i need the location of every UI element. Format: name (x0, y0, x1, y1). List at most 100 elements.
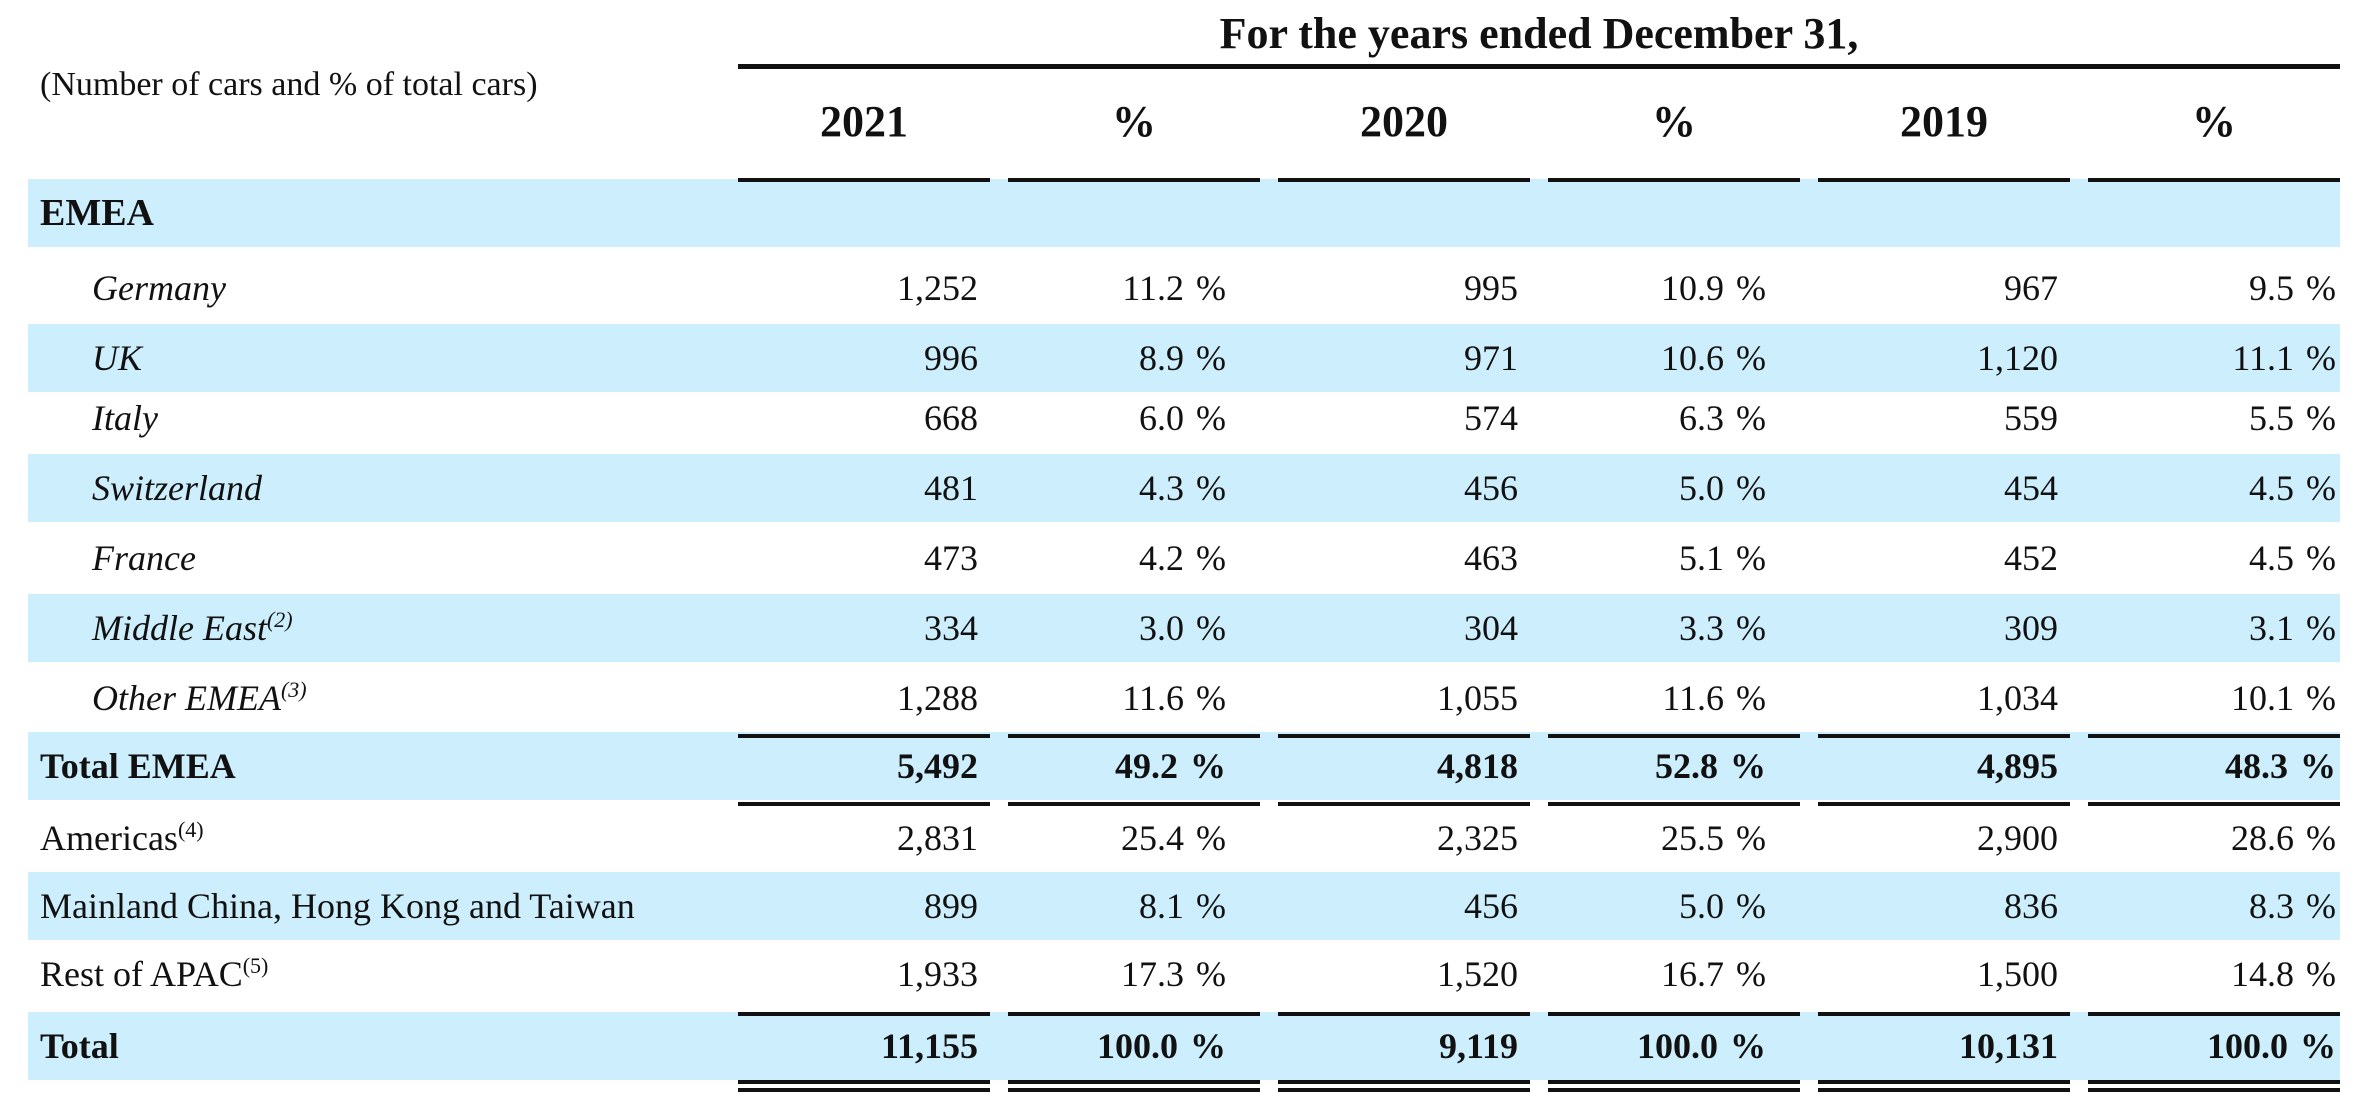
cell-value: 11.6 (1122, 678, 1184, 718)
percent-sign: % (1730, 1026, 1766, 1066)
cell-value: 4,818 (1437, 746, 1518, 786)
cell-value: 4.2 (1139, 538, 1184, 578)
column-header: % (2192, 97, 2236, 146)
column-rule (2088, 802, 2340, 806)
number-cell: 334 (738, 603, 978, 653)
percent-sign: % (1196, 268, 1226, 308)
column-rule (2088, 1088, 2340, 1092)
footnote-marker: (2) (266, 607, 293, 632)
number-cell: 9,119 (1278, 1021, 1518, 1071)
cell-value: 5.5 (2249, 398, 2294, 438)
number-cell: 1,288 (738, 673, 978, 723)
row-label: Middle East(2) (92, 603, 293, 653)
column-rule (1008, 802, 1260, 806)
column-rule (738, 178, 990, 182)
percent-sign: % (1196, 538, 1226, 578)
number-cell: 995 (1278, 263, 1518, 313)
percent-sign: % (1736, 608, 1766, 648)
percent-sign: % (2306, 268, 2336, 308)
row-band (28, 594, 2340, 662)
column-header: % (1112, 97, 1156, 146)
percent-cell: 5.0% (1548, 463, 1766, 513)
percent-cell: 11.2% (1008, 263, 1226, 313)
number-cell: 1,252 (738, 263, 978, 313)
row-band (28, 454, 2340, 522)
cell-value: 28.6 (2231, 818, 2294, 858)
cell-value: 1,252 (897, 268, 978, 308)
percent-sign: % (2300, 746, 2336, 786)
percent-cell: 4.5% (2088, 533, 2336, 583)
cell-value: 1,933 (897, 954, 978, 994)
number-cell: 996 (738, 333, 978, 383)
cell-value: 8.9 (1139, 338, 1184, 378)
number-cell: 2,900 (1818, 813, 2058, 863)
cell-value: 1,520 (1437, 954, 1518, 994)
percent-sign: % (1736, 886, 1766, 926)
row-label: France (92, 533, 196, 583)
column-rule (738, 802, 990, 806)
percent-sign: % (1190, 746, 1226, 786)
number-cell: 1,500 (1818, 949, 2058, 999)
percent-cell: 8.1% (1008, 881, 1226, 931)
percent-sign: % (1730, 746, 1766, 786)
percent-cell: 4.5% (2088, 463, 2336, 513)
column-rule (1278, 1088, 1530, 1092)
column-rule (1008, 178, 1260, 182)
column-rule (1008, 1088, 1260, 1092)
column-rule (1278, 178, 1530, 182)
number-cell: 2,831 (738, 813, 978, 863)
row-label: Germany (92, 263, 226, 313)
row-label: Mainland China, Hong Kong and Taiwan (40, 881, 635, 931)
cell-value: 452 (2004, 538, 2058, 578)
cell-value: 6.0 (1139, 398, 1184, 438)
percent-cell: 9.5% (2088, 263, 2336, 313)
percent-cell: 100.0% (1548, 1021, 1766, 1071)
cell-value: 1,034 (1977, 678, 2058, 718)
percent-sign: % (1196, 678, 1226, 718)
row-label: Switzerland (92, 463, 262, 513)
cell-value: 836 (2004, 886, 2058, 926)
cell-value: 25.4 (1121, 818, 1184, 858)
percent-cell: 6.3% (1548, 393, 1766, 443)
number-cell: 456 (1278, 463, 1518, 513)
row-label-text: Germany (92, 268, 226, 308)
number-cell: 967 (1818, 263, 2058, 313)
row-label: UK (92, 333, 142, 383)
percent-cell: 5.5% (2088, 393, 2336, 443)
cell-value: 456 (1464, 468, 1518, 508)
cell-value: 334 (924, 608, 978, 648)
percent-cell: 14.8% (2088, 949, 2336, 999)
number-cell: 481 (738, 463, 978, 513)
row-band (28, 1012, 2340, 1080)
row-band (28, 872, 2340, 940)
row-label: Italy (92, 393, 158, 443)
percent-cell: 3.0% (1008, 603, 1226, 653)
row-label: Total EMEA (40, 741, 236, 791)
footnote-marker: (4) (177, 817, 204, 842)
column-header: % (1652, 97, 1696, 146)
unit-note: (Number of cars and % of total cars) (40, 66, 538, 103)
number-cell: 1,933 (738, 949, 978, 999)
cell-value: 11.1 (2232, 338, 2294, 378)
section-label-emea: EMEA (40, 192, 154, 234)
cell-value: 10.6 (1661, 338, 1724, 378)
column-rule (1548, 1080, 1800, 1084)
cell-value: 25.5 (1661, 818, 1724, 858)
column-rule (1818, 1088, 2070, 1092)
percent-cell: 48.3% (2088, 741, 2336, 791)
number-cell: 473 (738, 533, 978, 583)
number-cell: 1,520 (1278, 949, 1518, 999)
percent-cell: 6.0% (1008, 393, 1226, 443)
cell-value: 899 (924, 886, 978, 926)
percent-sign: % (1196, 338, 1226, 378)
percent-sign: % (1736, 468, 1766, 508)
number-cell: 574 (1278, 393, 1518, 443)
row-label-text: Mainland China, Hong Kong and Taiwan (40, 886, 635, 926)
column-rule (2088, 1012, 2340, 1016)
percent-cell: 8.3% (2088, 881, 2336, 931)
column-rule (1548, 178, 1800, 182)
cell-value: 52.8 (1655, 746, 1718, 786)
number-cell: 452 (1818, 533, 2058, 583)
cell-value: 48.3 (2225, 746, 2288, 786)
